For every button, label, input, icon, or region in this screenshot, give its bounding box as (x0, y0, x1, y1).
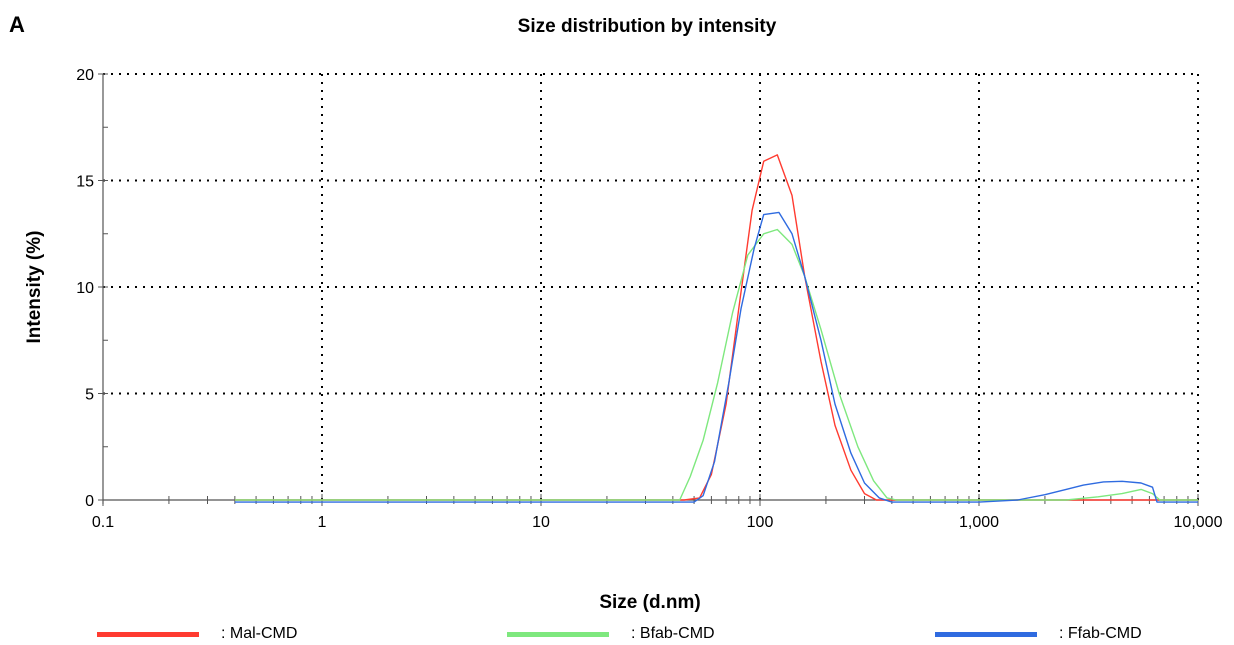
legend-item-mal-cmd: : Mal-CMD (97, 624, 297, 644)
chart-title: Size distribution by intensity (517, 16, 777, 37)
x-tick-label: 100 (747, 514, 774, 531)
legend-swatch-mal-cmd (97, 631, 199, 637)
y-tick-label: 5 (85, 387, 94, 404)
axes: 0 5 10 15 20 0.1 1 10 100 1,000 10,000 (76, 67, 1222, 531)
x-tick-label: 10 (532, 514, 550, 531)
legend-label-ffab-cmd: : Ffab-CMD (1059, 625, 1142, 642)
legend-label-bfab-cmd: : Bfab-CMD (631, 625, 715, 642)
y-tick-label: 15 (76, 174, 94, 191)
series-line-bfab-cmd (234, 228, 1198, 501)
legend-swatch-ffab-cmd (935, 631, 1037, 637)
x-axis-label: Size (d.nm) (599, 592, 700, 613)
series-line-ffab-cmd (234, 211, 1198, 503)
legend-label-mal-cmd: : Mal-CMD (221, 625, 298, 642)
panel-label: A (9, 12, 25, 37)
y-tick-label: 0 (85, 493, 94, 510)
x-tick-label: 0.1 (92, 514, 114, 531)
y-tick-label: 10 (76, 280, 94, 297)
x-tick-label: 1,000 (959, 514, 999, 531)
x-tick-label: 10,000 (1174, 514, 1223, 531)
legend-item-ffab-cmd: : Ffab-CMD (935, 624, 1142, 644)
x-tick-label: 1 (318, 514, 327, 531)
y-tick-label: 20 (76, 67, 94, 84)
y-axis-label: Intensity (%) (24, 231, 45, 344)
legend-item-bfab-cmd: : Bfab-CMD (507, 624, 715, 644)
grid-layer (103, 73, 1199, 500)
series-layer (234, 154, 1198, 503)
legend-swatch-bfab-cmd (507, 631, 609, 637)
